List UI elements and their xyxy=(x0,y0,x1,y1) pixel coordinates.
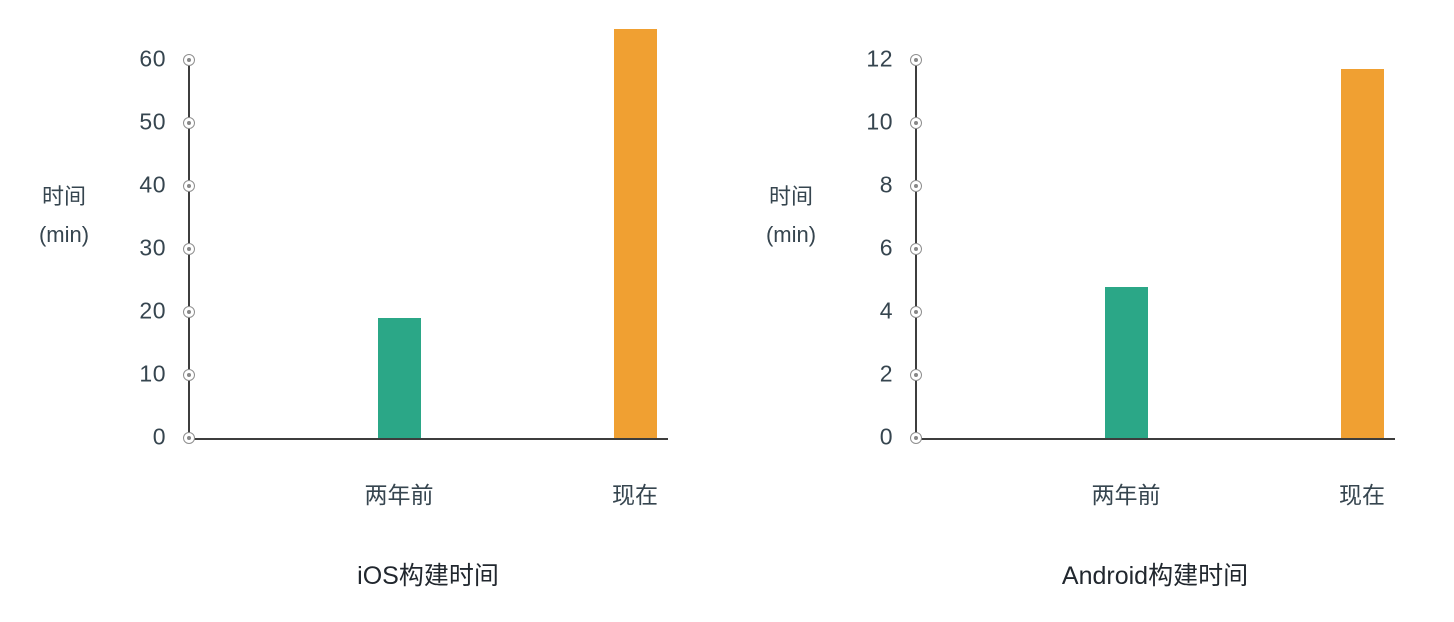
chart-android-build-time: 时间 (min) 0 2 4 6 8 10 12 两年前 现在 Android构建时间 xyxy=(727,0,1454,622)
tick-marker-icon xyxy=(910,432,922,444)
y-tick-label: 10 xyxy=(139,360,166,387)
y-tick-label: 0 xyxy=(879,423,893,450)
bar xyxy=(377,318,421,438)
y-tick-label: 6 xyxy=(879,234,893,261)
bar xyxy=(1340,69,1384,438)
y-tick-label: 12 xyxy=(866,45,893,72)
y-tick-label: 40 xyxy=(139,171,166,198)
tick-marker-icon xyxy=(183,54,195,66)
chart-title: iOS构建时间 xyxy=(357,562,499,590)
tick-marker-icon xyxy=(183,306,195,318)
y-tick-label: 4 xyxy=(879,297,893,324)
y-axis-label: 时间 (min) xyxy=(766,178,816,254)
tick-marker-icon xyxy=(183,369,195,381)
y-tick-label: 2 xyxy=(879,360,893,387)
tick-marker-icon xyxy=(910,306,922,318)
y-axis-label-line1: 时间 xyxy=(41,184,87,209)
tick-marker-icon xyxy=(910,54,922,66)
chart-title: Android构建时间 xyxy=(1061,562,1249,590)
x-category-label: 现在 xyxy=(1339,482,1385,508)
y-tick-label: 10 xyxy=(866,108,893,135)
y-tick-label: 0 xyxy=(152,423,166,450)
x-category-label: 两年前 xyxy=(1091,482,1161,508)
y-tick-label: 8 xyxy=(879,171,893,198)
tick-marker-icon xyxy=(910,180,922,192)
y-tick-label: 60 xyxy=(139,45,166,72)
x-axis-line xyxy=(915,438,1395,440)
y-axis-label-line1: 时间 xyxy=(768,184,814,209)
x-axis-line xyxy=(188,438,668,440)
y-axis-label: 时间 (min) xyxy=(39,178,89,254)
tick-marker-icon xyxy=(910,369,922,381)
bar xyxy=(613,28,657,438)
y-tick-label: 20 xyxy=(139,297,166,324)
chart-ios-build-time: 时间 (min) 0 10 20 30 40 50 60 两年前 现在 iOS构建时间 xyxy=(39,28,668,590)
y-axis-label-line2: (min) xyxy=(765,222,817,247)
y-tick-label: 50 xyxy=(139,108,166,135)
x-category-label: 现在 xyxy=(612,482,658,508)
tick-marker-icon xyxy=(183,432,195,444)
y-tick-label: 30 xyxy=(139,234,166,261)
tick-marker-icon xyxy=(910,243,922,255)
bar xyxy=(1104,286,1148,438)
x-category-label: 两年前 xyxy=(364,482,434,508)
tick-marker-icon xyxy=(183,117,195,129)
tick-marker-icon xyxy=(910,117,922,129)
tick-marker-icon xyxy=(183,180,195,192)
y-axis-label-line2: (min) xyxy=(38,222,90,247)
tick-marker-icon xyxy=(183,243,195,255)
